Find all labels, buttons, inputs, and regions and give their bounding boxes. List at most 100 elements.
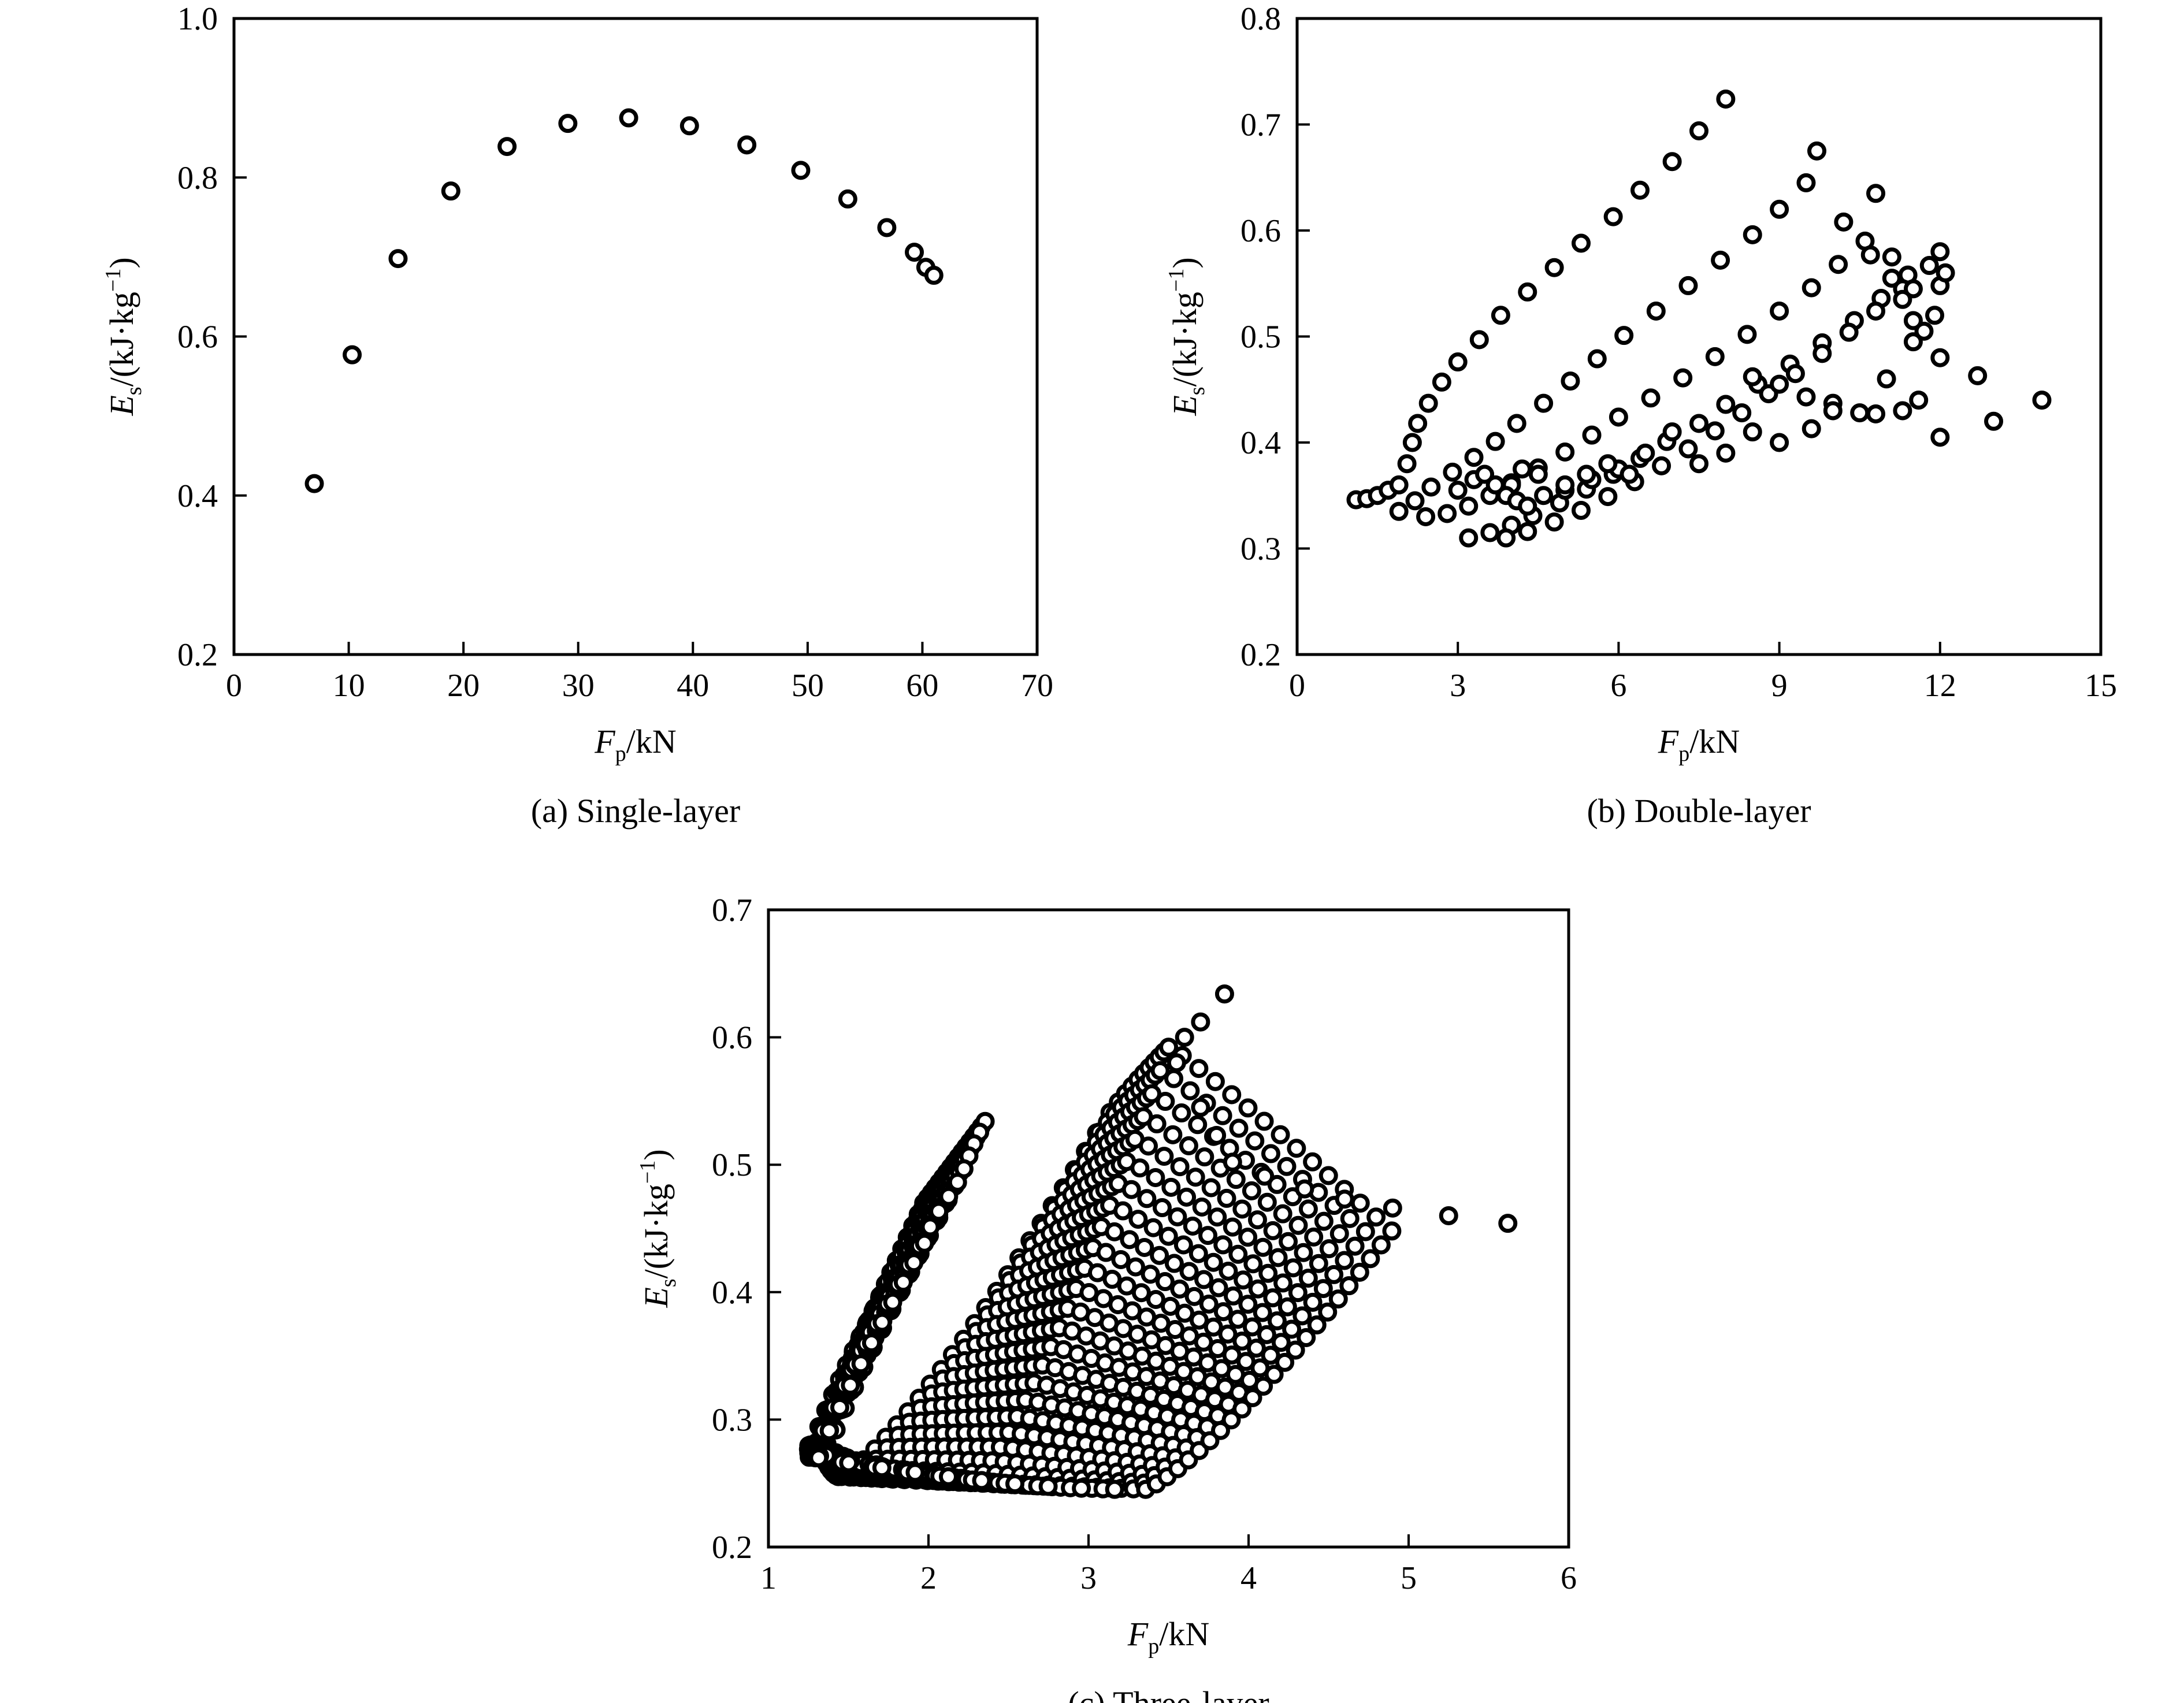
data-point: [1614, 326, 1634, 345]
data-point: [1191, 1098, 1210, 1117]
data-point: [1662, 422, 1682, 442]
data-point: [872, 1458, 892, 1478]
data-point: [1328, 1289, 1348, 1309]
data-point: [1866, 404, 1886, 423]
x-axis-label: Fp/kN: [594, 723, 676, 766]
data-point: [1204, 1317, 1223, 1337]
data-point: [1286, 1340, 1305, 1360]
data-point: [1261, 1345, 1280, 1365]
data-point: [1303, 1292, 1323, 1312]
data-point: [920, 1217, 940, 1237]
data-point: [1221, 1410, 1241, 1430]
data-point: [1882, 269, 1901, 288]
data-point: [1345, 1236, 1365, 1256]
data-point: [1609, 407, 1628, 427]
data-point: [1903, 279, 1923, 299]
data-point: [1984, 411, 2004, 431]
y-label-sup: −1: [636, 1161, 660, 1184]
data-point: [1582, 425, 1602, 445]
x-tick-label: 70: [1021, 668, 1053, 704]
data-point: [1271, 1125, 1290, 1144]
data-point: [1620, 464, 1639, 484]
data-point: [1143, 1218, 1163, 1237]
data-point: [1038, 1477, 1058, 1496]
data-point: [1936, 263, 1955, 282]
data-point: [1802, 419, 1821, 438]
data-point: [1340, 1209, 1360, 1228]
x-label-main: F: [1127, 1615, 1149, 1653]
data-point: [1223, 1286, 1243, 1306]
x-label-unit: /kN: [626, 723, 677, 760]
data-point: [1130, 1158, 1150, 1178]
y-label-main: E: [1166, 395, 1204, 416]
y-tick-label: 0.3: [712, 1402, 752, 1438]
data-point: [1072, 1478, 1091, 1498]
data-point: [1834, 212, 1854, 232]
x-tick-label: 4: [1240, 1560, 1257, 1596]
data-point: [1207, 1125, 1227, 1145]
y-label-sub: s: [122, 386, 146, 395]
data-point: [809, 1448, 829, 1468]
data-point: [1159, 1038, 1179, 1057]
data-point: [1443, 462, 1462, 482]
data-point: [1850, 403, 1870, 423]
data-point: [1146, 1167, 1165, 1187]
data-point: [1243, 1254, 1263, 1274]
x-tick-label: 15: [2085, 668, 2117, 704]
data-point: [1318, 1166, 1338, 1185]
y-label-sup: −1: [101, 269, 125, 292]
data-point: [877, 218, 897, 237]
data-point: [1914, 321, 1934, 341]
data-point: [1732, 403, 1752, 423]
data-point: [1689, 454, 1708, 474]
data-point: [1598, 454, 1618, 474]
data-point: [893, 1273, 913, 1292]
data-point: [1150, 1245, 1169, 1265]
y-label-unit: /(kJ·kg: [1166, 292, 1204, 386]
data-point: [1223, 1152, 1242, 1172]
y-tick-label: 0.5: [1240, 319, 1281, 355]
data-point: [1298, 1269, 1318, 1288]
data-point: [1397, 454, 1417, 474]
data-point: [1191, 1012, 1210, 1032]
data-point: [1432, 372, 1451, 392]
data-point: [1689, 121, 1708, 141]
data-point: [1287, 1139, 1306, 1158]
data-point: [1209, 1278, 1228, 1297]
data-point: [1324, 1265, 1344, 1284]
data-point: [1930, 427, 1950, 447]
data-point: [1893, 401, 1912, 421]
data-point: [883, 1292, 902, 1312]
data-point: [1678, 439, 1698, 459]
data-point: [1147, 1114, 1167, 1133]
data-point: [1646, 301, 1666, 321]
data-point: [1087, 1263, 1107, 1282]
data-point: [1866, 184, 1886, 203]
data-point: [904, 1253, 924, 1273]
data-point: [1279, 1232, 1298, 1251]
data-point: [1402, 433, 1422, 452]
data-point: [1258, 1263, 1278, 1283]
data-point: [1005, 1474, 1025, 1494]
data-point: [1105, 1222, 1124, 1241]
data-point: [1673, 368, 1693, 388]
data-point: [1298, 1199, 1318, 1219]
data-point: [1189, 1310, 1209, 1330]
data-point: [1925, 306, 1945, 325]
data-point: [819, 1421, 839, 1441]
chart-panel-0: 0 10 20 30 40 50 60 70 0.2 0.4 0.6 0.8 1.0 Fp/kN Es/(k…: [101, 1, 1053, 830]
data-point: [1257, 1192, 1277, 1212]
data-point: [1307, 1315, 1327, 1335]
data-point: [1339, 1276, 1359, 1296]
y-tick-label: 0.6: [1240, 213, 1281, 249]
y-tick-label: 0.8: [177, 160, 218, 196]
data-point: [1491, 306, 1510, 325]
data-point: [1350, 1262, 1369, 1282]
data-point: [1459, 496, 1479, 516]
data-point: [1475, 464, 1495, 484]
data-point: [1968, 366, 1988, 385]
data-point: [1743, 367, 1762, 386]
data-point: [1254, 1377, 1273, 1396]
data-point: [1678, 276, 1698, 295]
